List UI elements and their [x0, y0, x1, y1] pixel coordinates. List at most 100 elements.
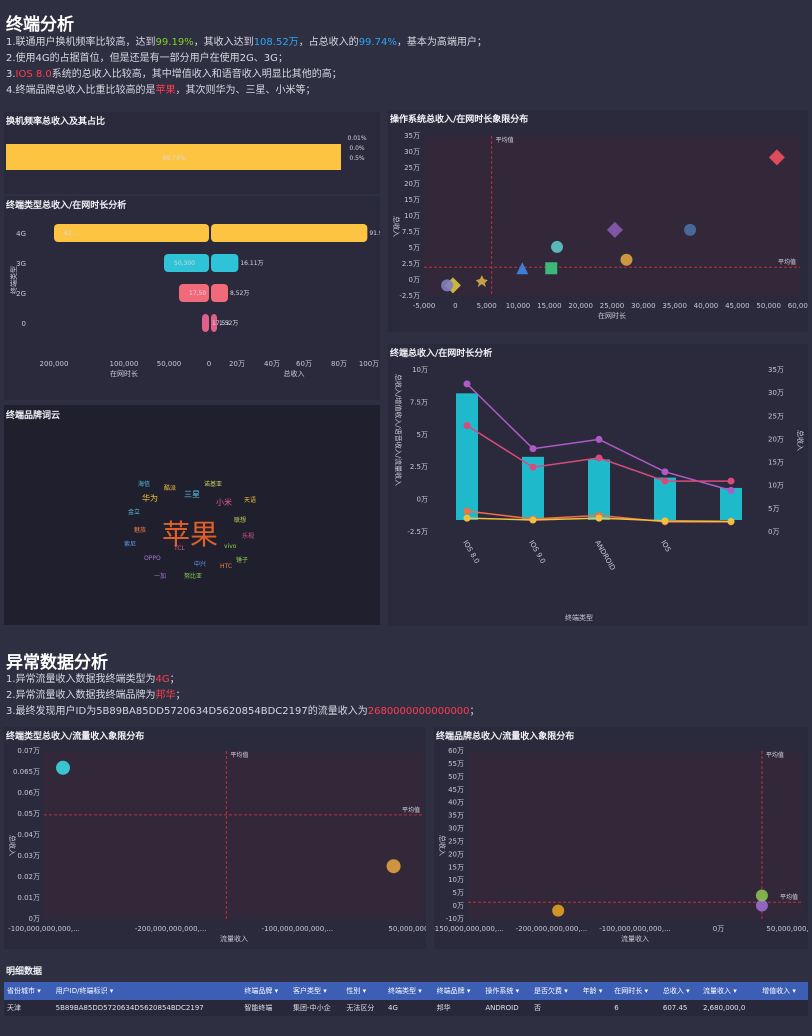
data-point[interactable] [475, 275, 488, 288]
table-row[interactable]: 天津 5B89BA85DD5720634D5620854BDC2197 智能终端 集团… [4, 1000, 808, 1016]
y-tick-label: 20万 [768, 435, 784, 443]
series-point[interactable] [463, 514, 471, 522]
table-header-cell[interactable]: 操作系统 ▾ [482, 982, 532, 1000]
table-header-cell[interactable]: 客户类型 ▾ [290, 982, 344, 1000]
table-header-cell[interactable]: 在网时长 ▾ [611, 982, 660, 1000]
series-point[interactable] [463, 380, 471, 388]
left-bar[interactable] [202, 314, 209, 332]
table-header-cell[interactable]: 性别 ▾ [343, 982, 385, 1000]
series-point[interactable] [595, 514, 603, 522]
data-point[interactable] [552, 904, 565, 917]
terminal-note-4: 4.终端品牌总收入比重比较高的是苹果，其次则华为、三星、小米等； [6, 81, 316, 96]
table-header-cell[interactable]: 总收入 ▾ [659, 982, 700, 1000]
note-text: 3.最终发现用户ID为5B89BA85DD5720634D5620854BDC2… [6, 706, 368, 717]
data-point[interactable] [620, 253, 633, 266]
wordcloud-word: 小米 [216, 498, 232, 507]
plot-bg [468, 751, 802, 919]
bar[interactable] [588, 459, 610, 520]
y-tick-label: 15万 [448, 863, 464, 871]
data-point[interactable] [684, 223, 697, 236]
y-tick-label: 20万 [448, 850, 464, 858]
x-tick-label: 100,000 [110, 360, 139, 368]
table-header-cell[interactable]: 增值收入 ▾ [759, 982, 808, 1000]
table-header-cell[interactable]: 用户ID/终端标识 ▾ [52, 982, 242, 1000]
series-point[interactable] [595, 454, 603, 462]
left-bar[interactable] [179, 284, 209, 302]
avg-label: 平均值 [496, 136, 514, 144]
series-point[interactable] [661, 468, 669, 476]
y-tick-label: 5万 [417, 431, 428, 439]
table-header-cell[interactable]: 流量收入 ▾ [700, 982, 760, 1000]
wordcloud-word: 索尼 [124, 541, 137, 548]
series-point[interactable] [529, 516, 537, 524]
y-tick-label: 0万 [417, 496, 428, 504]
y-tick-label: -2.5万 [407, 528, 428, 536]
brand-flow-scatter-chart: 60万 55万 50万 45万 40万 35万 30万 25万 20万 15万 10万 5万 0万 -10… [434, 747, 808, 943]
category-label: IOS 9.0 [527, 539, 547, 565]
chart-title: 终端类型总收入/流量收入象限分布 [6, 732, 145, 742]
switch-freq-bar[interactable] [6, 144, 341, 170]
table-header-cell[interactable]: 是否欠费 ▾ [531, 982, 580, 1000]
series-point[interactable] [529, 463, 537, 471]
right-bar[interactable] [211, 284, 228, 302]
right-bar[interactable] [211, 224, 368, 242]
table-header-cell[interactable]: 省份城市 ▾ [4, 982, 53, 1000]
data-point[interactable] [386, 859, 401, 874]
x-tick-label: -5,000 [413, 302, 436, 310]
series-point[interactable] [661, 517, 669, 525]
y-tick-label: 10万 [448, 876, 464, 884]
terminal-note-1: 1.联通用户换机频率比较高，达到99.19%，其收入达到108.52万，占总收入… [6, 33, 487, 48]
y-tick-label: 35万 [448, 812, 464, 820]
note-text: ，占总收入的 [298, 37, 359, 48]
data-point[interactable] [768, 149, 785, 166]
series-point[interactable] [595, 435, 603, 443]
data-point[interactable] [755, 899, 768, 912]
right-bar[interactable] [211, 254, 239, 272]
note-highlight: 苹果 [155, 85, 176, 96]
bar[interactable] [522, 456, 544, 520]
bar[interactable] [654, 477, 676, 520]
terminal-note-2: 2.使用4G的占据首位，但是还是有一部分用户在使用2G、3G； [6, 53, 288, 64]
chart-title: 终端品牌总收入/流量收入象限分布 [436, 732, 575, 742]
y-tick-label: 0万 [29, 915, 40, 923]
series-point[interactable] [529, 445, 537, 453]
data-point[interactable] [551, 240, 564, 253]
wordcloud-word: 联想 [234, 517, 247, 524]
category-label: IOS 8.0 [461, 539, 481, 565]
wordcloud-word: 一加 [154, 573, 167, 580]
table-cell: 607.45 [659, 1000, 700, 1016]
axis-label: 总收入 [438, 835, 447, 856]
data-point[interactable] [545, 262, 558, 275]
left-bar[interactable] [164, 254, 209, 272]
series-point[interactable] [661, 477, 669, 485]
series-point[interactable] [727, 477, 735, 485]
data-point[interactable] [441, 279, 454, 292]
y-tick-label: 7.5万 [402, 228, 420, 236]
table-header-cell[interactable]: 终端品牌 ▾ [241, 982, 291, 1000]
table-cell: 2,680,000,0 [700, 1000, 760, 1016]
right-bar[interactable] [211, 314, 217, 332]
left-bar[interactable] [54, 224, 209, 242]
y-tick-label: 60万 [448, 747, 464, 755]
series-point[interactable] [463, 507, 471, 515]
data-point[interactable] [516, 262, 529, 275]
chart-title: 终端总收入/在网时长分析 [390, 349, 493, 359]
x-tick-label: 60万 [296, 360, 312, 368]
bar[interactable] [720, 487, 742, 520]
series-point[interactable] [463, 422, 471, 430]
table-cell: 4G [385, 1000, 434, 1016]
table-header-cell[interactable]: 年龄 ▾ [579, 982, 612, 1000]
table-cell: 5B89BA85DD5720634D5620854BDC2197 [52, 1000, 242, 1016]
data-point[interactable] [755, 889, 768, 902]
x-tick-label: 45,000 [725, 302, 750, 310]
bar-value-label: 50,300 [174, 260, 195, 267]
table-header-cell[interactable]: 终端类型 ▾ [385, 982, 434, 1000]
bar[interactable] [456, 393, 478, 520]
axis-label: 终端类型 [565, 613, 593, 622]
axis-label: 总收入 [392, 216, 401, 237]
data-point[interactable] [56, 760, 70, 775]
data-point[interactable] [606, 221, 623, 238]
series-point[interactable] [727, 517, 735, 525]
series-point[interactable] [727, 486, 735, 494]
table-header-cell[interactable]: 终端品牌 ▾ [433, 982, 483, 1000]
